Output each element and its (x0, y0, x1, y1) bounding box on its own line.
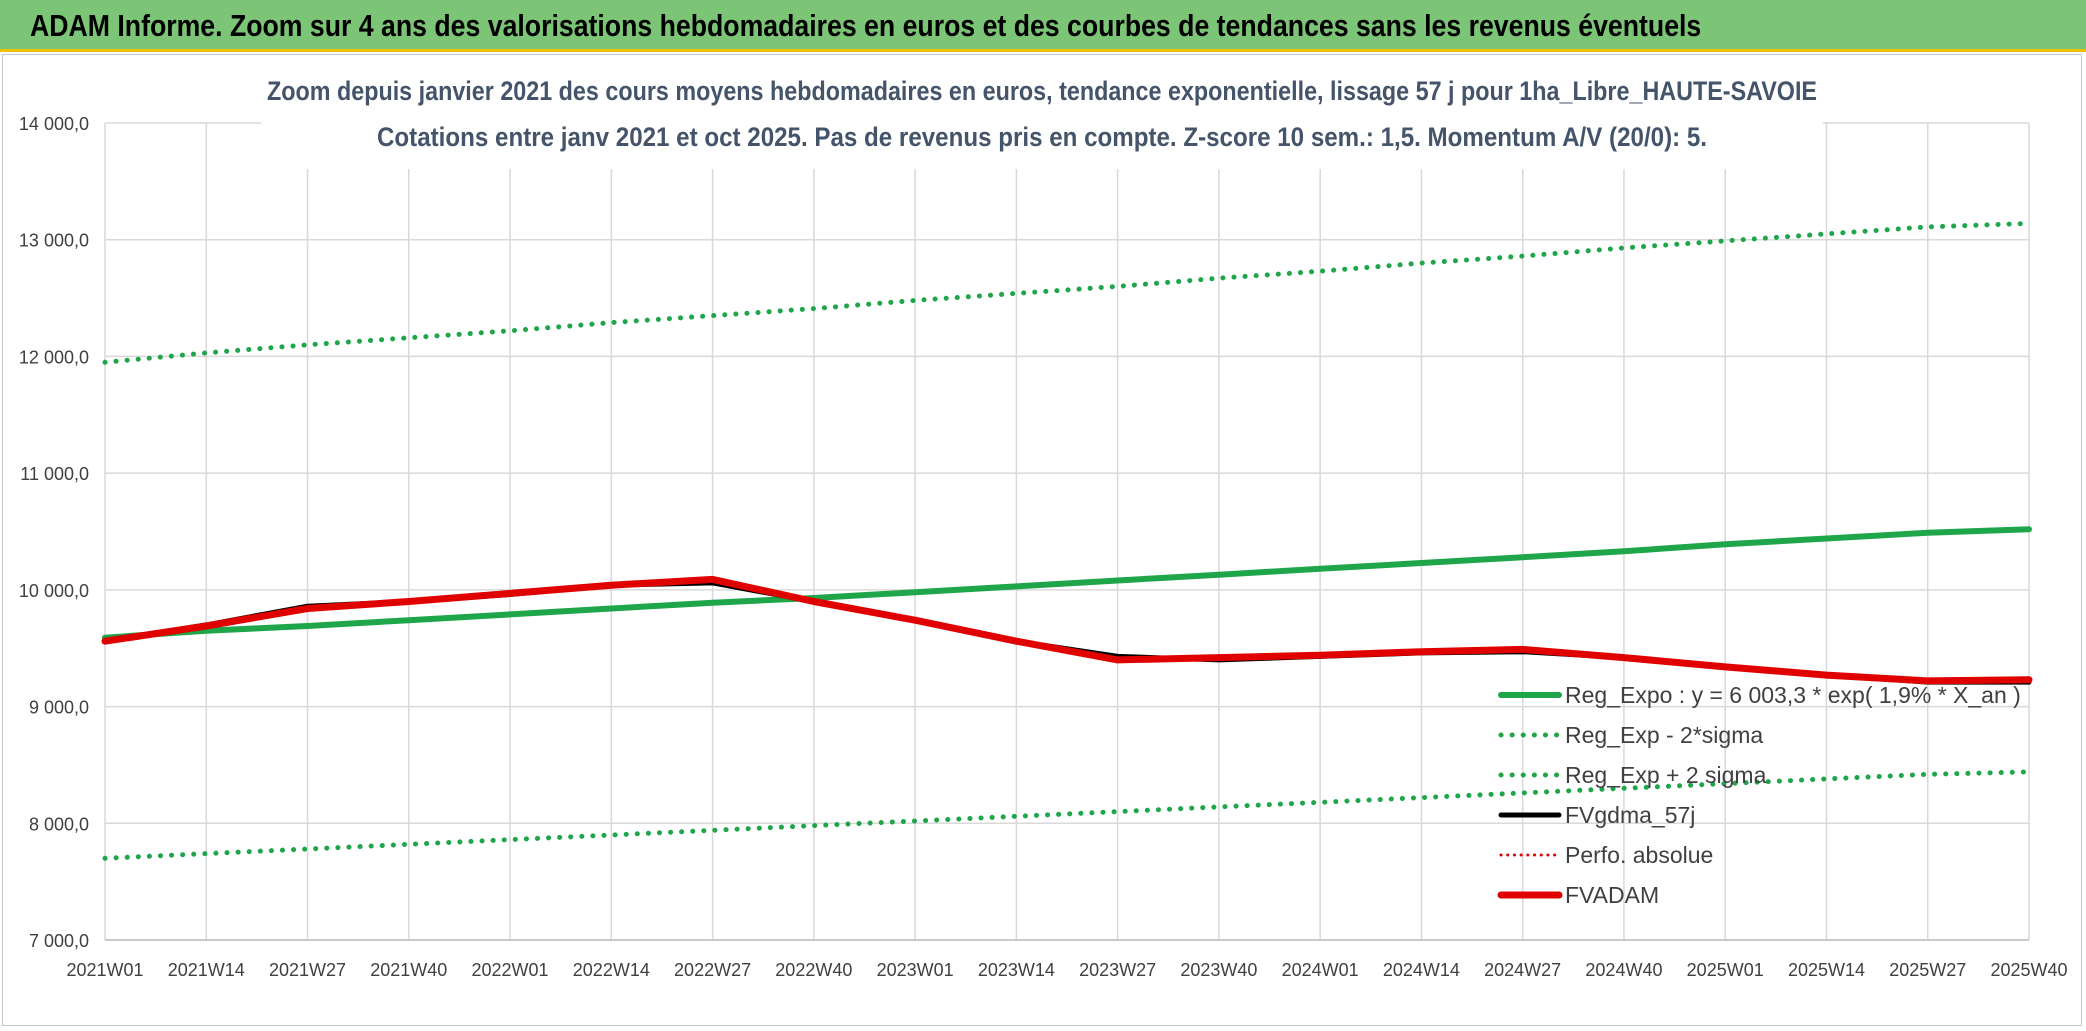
chart-title-line1: Zoom depuis janvier 2021 des cours moyen… (267, 76, 1817, 106)
y-axis: 7 000,0 8 000,0 9 000,0 10 000,0 11 000,0 12 … (19, 114, 89, 951)
series-line-5 (101, 575, 2033, 685)
x-tick-label: 2022W14 (573, 960, 650, 980)
series-line-0 (102, 526, 2032, 641)
x-tick-label: 2025W14 (1788, 960, 1865, 980)
y-tick-label: 12 000,0 (19, 347, 89, 367)
x-tick-label: 2024W01 (1282, 960, 1359, 980)
x-tick-label: 2023W27 (1079, 960, 1156, 980)
series-lines (101, 220, 2033, 861)
y-tick-label: 10 000,0 (19, 581, 89, 601)
x-tick-label: 2025W27 (1889, 960, 1966, 980)
header-title: ADAM Informe. Zoom sur 4 ans des valoris… (30, 8, 1702, 43)
x-tick-label: 2025W40 (1990, 960, 2067, 980)
chart-frame: 7 000,0 8 000,0 9 000,0 10 000,0 11 000,0 12 … (2, 54, 2082, 1026)
x-tick-label: 2021W27 (269, 960, 346, 980)
legend-label-4: Perfo. absolue (1565, 842, 1713, 868)
y-tick-label: 7 000,0 (29, 931, 89, 951)
y-tick-label: 9 000,0 (29, 698, 89, 718)
gridlines (104, 122, 2030, 941)
x-tick-label: 2022W40 (775, 960, 852, 980)
x-tick-label: 2023W01 (877, 960, 954, 980)
chart-title-line2: Cotations entre janv 2021 et oct 2025. P… (377, 122, 1707, 152)
subtitle-background (261, 59, 1823, 169)
series-line-1 (102, 220, 2032, 365)
legend: Reg_Expo : y = 6 003,3 * exp( 1,9% * X_a… (1497, 682, 2021, 908)
y-tick-label: 13 000,0 (19, 231, 89, 251)
series-line-2 (102, 769, 2032, 861)
x-tick-label: 2022W27 (674, 960, 751, 980)
x-tick-label: 2023W14 (978, 960, 1055, 980)
legend-label-0: Reg_Expo : y = 6 003,3 * exp( 1,9% * X_a… (1565, 682, 2021, 708)
legend-label-2: Reg_Exp + 2 sigma (1565, 762, 1767, 788)
x-tick-label: 2021W40 (370, 960, 447, 980)
x-tick-label: 2023W40 (1180, 960, 1257, 980)
x-tick-label: 2021W01 (66, 960, 143, 980)
y-tick-label: 8 000,0 (29, 814, 89, 834)
x-tick-label: 2024W27 (1484, 960, 1561, 980)
x-tick-label: 2021W14 (168, 960, 245, 980)
y-tick-label: 11 000,0 (20, 464, 89, 484)
legend-label-3: FVgdma_57j (1565, 802, 1695, 828)
legend-label-5: FVADAM (1565, 882, 1659, 908)
x-tick-label: 2024W14 (1383, 960, 1460, 980)
legend-label-1: Reg_Exp - 2*sigma (1565, 722, 1763, 748)
header-bar: ADAM Informe. Zoom sur 4 ans des valoris… (0, 0, 2086, 52)
y-tick-label: 14 000,0 (19, 114, 89, 134)
x-axis: 2021W01 2021W14 2021W27 2021W40 2022W01 2022W… (66, 939, 2068, 980)
chart-svg: 7 000,0 8 000,0 9 000,0 10 000,0 11 000,0 12 … (19, 59, 2068, 980)
x-tick-label: 2025W01 (1687, 960, 1764, 980)
x-tick-label: 2024W40 (1585, 960, 1662, 980)
x-tick-label: 2022W01 (472, 960, 549, 980)
